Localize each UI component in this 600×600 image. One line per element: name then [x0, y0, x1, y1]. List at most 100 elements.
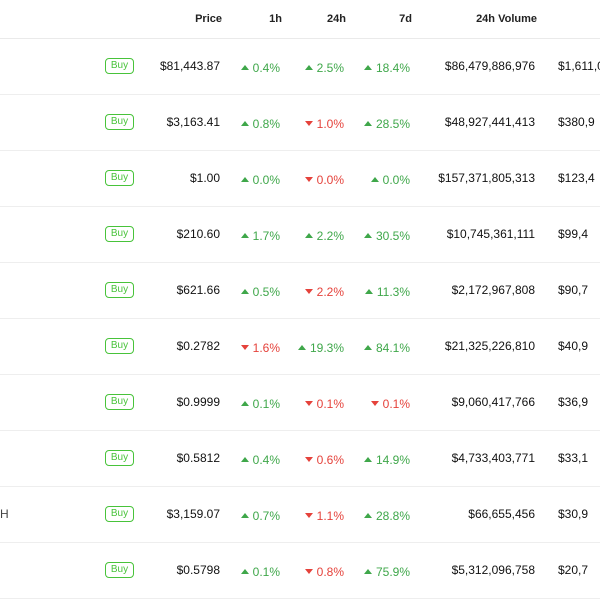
change-h24: 0.0%	[296, 150, 344, 206]
buy-button[interactable]: Buy	[105, 338, 134, 354]
change-h1: 0.1%	[236, 374, 280, 430]
buy-button[interactable]: Buy	[105, 114, 134, 130]
caret-up-icon	[240, 233, 249, 238]
change-d7: 0.0%	[356, 150, 410, 206]
change-value: 19.3%	[309, 340, 344, 355]
caret-down-icon	[304, 177, 313, 182]
column-header-24h-volume[interactable]: 24h Volume	[476, 13, 537, 25]
change-value: 0.8%	[252, 116, 280, 131]
table-row[interactable]: Buy $81,443.87 0.4% 2.5% 18.4% $86,479,886,97…	[0, 38, 600, 95]
market-cap-value: $30,9	[558, 507, 589, 521]
table-row[interactable]: Buy $621.66 0.5% 2.2% 11.3% $2,172,967,808 $90…	[0, 262, 600, 319]
buy-button[interactable]: Buy	[105, 562, 134, 578]
caret-up-icon	[240, 177, 249, 182]
volume-value: $5,312,096,758	[451, 563, 535, 577]
caret-up-icon	[304, 233, 313, 238]
change-value: 0.0%	[252, 172, 280, 187]
change-h1: 0.5%	[236, 262, 280, 318]
change-d7: 14.9%	[356, 430, 410, 486]
volume-value: $48,927,441,413	[444, 115, 535, 129]
change-h24: 0.8%	[296, 542, 344, 598]
change-h1: 0.0%	[236, 150, 280, 206]
market-cap-value: $99,4	[558, 227, 589, 241]
change-value: 0.1%	[252, 396, 280, 411]
price-value: $621.66	[176, 283, 220, 297]
caret-up-icon	[297, 345, 306, 350]
column-header-price[interactable]: Price	[195, 13, 222, 25]
caret-up-icon	[363, 121, 372, 126]
caret-up-icon	[364, 289, 373, 294]
volume-value: $9,060,417,766	[451, 395, 535, 409]
change-h1: 0.7%	[236, 486, 280, 542]
change-h24: 1.1%	[296, 486, 344, 542]
table-row[interactable]: Buy $210.60 1.7% 2.2% 30.5% $10,745,361,111 $9…	[0, 206, 600, 263]
price-value: $1.00	[189, 171, 220, 185]
change-value: 0.5%	[252, 284, 280, 299]
price-value: $81,443.87	[159, 59, 220, 73]
change-h24: 2.2%	[296, 206, 344, 262]
change-h1: 0.1%	[236, 542, 280, 598]
change-value: 28.5%	[375, 116, 410, 131]
change-value: 0.0%	[382, 172, 410, 187]
change-d7: 84.1%	[356, 318, 410, 374]
caret-up-icon	[304, 65, 313, 70]
change-h24: 19.3%	[296, 318, 344, 374]
change-d7: 0.1%	[356, 374, 410, 430]
volume-value: $2,172,967,808	[451, 283, 535, 297]
table-row[interactable]: H Buy $3,159.07 0.7% 1.1% 28.8% $66,655,456 $30…	[0, 486, 600, 543]
change-h1: 0.8%	[236, 94, 280, 150]
buy-button[interactable]: Buy	[105, 506, 134, 522]
column-header-1h[interactable]: 1h	[269, 13, 282, 25]
buy-button[interactable]: Buy	[105, 282, 134, 298]
buy-button[interactable]: Buy	[105, 450, 134, 466]
caret-up-icon	[240, 65, 249, 70]
caret-up-icon	[363, 513, 372, 518]
change-value: 2.2%	[316, 284, 344, 299]
change-d7: 18.4%	[356, 38, 410, 94]
change-value: 0.7%	[252, 508, 280, 523]
change-value: 0.4%	[252, 60, 280, 75]
caret-up-icon	[240, 401, 249, 406]
buy-button[interactable]: Buy	[105, 394, 134, 410]
table-row[interactable]: Buy $0.2782 1.6% 19.3% 84.1% $21,325,226,810 $…	[0, 318, 600, 375]
change-d7: 30.5%	[356, 206, 410, 262]
volume-value: $157,371,805,313	[438, 171, 535, 185]
change-value: 75.9%	[375, 564, 410, 579]
caret-down-icon	[304, 121, 313, 126]
column-header-7d[interactable]: 7d	[399, 13, 412, 25]
table-row[interactable]: Buy $0.5812 0.4% 0.6% 14.9% $4,733,403,771 $33…	[0, 430, 600, 487]
change-value: 0.0%	[316, 172, 344, 187]
buy-button[interactable]: Buy	[105, 226, 134, 242]
buy-button[interactable]: Buy	[105, 170, 134, 186]
table-row[interactable]: Buy $0.5798 0.1% 0.8% 75.9% $5,312,096,758 $20…	[0, 542, 600, 599]
table-row[interactable]: Buy $1.00 0.0% 0.0% 0.0% $157,371,805,313 $123…	[0, 150, 600, 207]
change-value: 0.1%	[252, 564, 280, 579]
change-h1: 0.4%	[236, 38, 280, 94]
volume-value: $66,655,456	[468, 507, 535, 521]
coin-name-fragment[interactable]: H	[0, 507, 9, 521]
change-value: 0.6%	[316, 452, 344, 467]
change-h1: 0.4%	[236, 430, 280, 486]
change-value: 1.0%	[316, 116, 344, 131]
buy-button[interactable]: Buy	[105, 58, 134, 74]
caret-down-icon	[304, 513, 313, 518]
caret-up-icon	[370, 177, 379, 182]
change-value: 28.8%	[375, 508, 410, 523]
column-header-24h[interactable]: 24h	[327, 13, 346, 25]
change-value: 11.3%	[376, 284, 410, 299]
change-value: 1.1%	[316, 508, 344, 523]
price-value: $0.9999	[176, 395, 220, 409]
caret-up-icon	[363, 65, 372, 70]
caret-up-icon	[240, 569, 249, 574]
caret-down-icon	[240, 345, 249, 350]
caret-up-icon	[363, 457, 372, 462]
table-row[interactable]: Buy $3,163.41 0.8% 1.0% 28.5% $48,927,441,413…	[0, 94, 600, 151]
caret-up-icon	[363, 233, 372, 238]
change-h1: 1.7%	[236, 206, 280, 262]
change-value: 84.1%	[375, 340, 410, 355]
market-cap-value: $90,7	[558, 283, 589, 297]
caret-down-icon	[370, 401, 379, 406]
change-value: 2.2%	[316, 228, 344, 243]
table-row[interactable]: Buy $0.9999 0.1% 0.1% 0.1% $9,060,417,766 $36,…	[0, 374, 600, 431]
price-value: $0.5798	[176, 563, 220, 577]
